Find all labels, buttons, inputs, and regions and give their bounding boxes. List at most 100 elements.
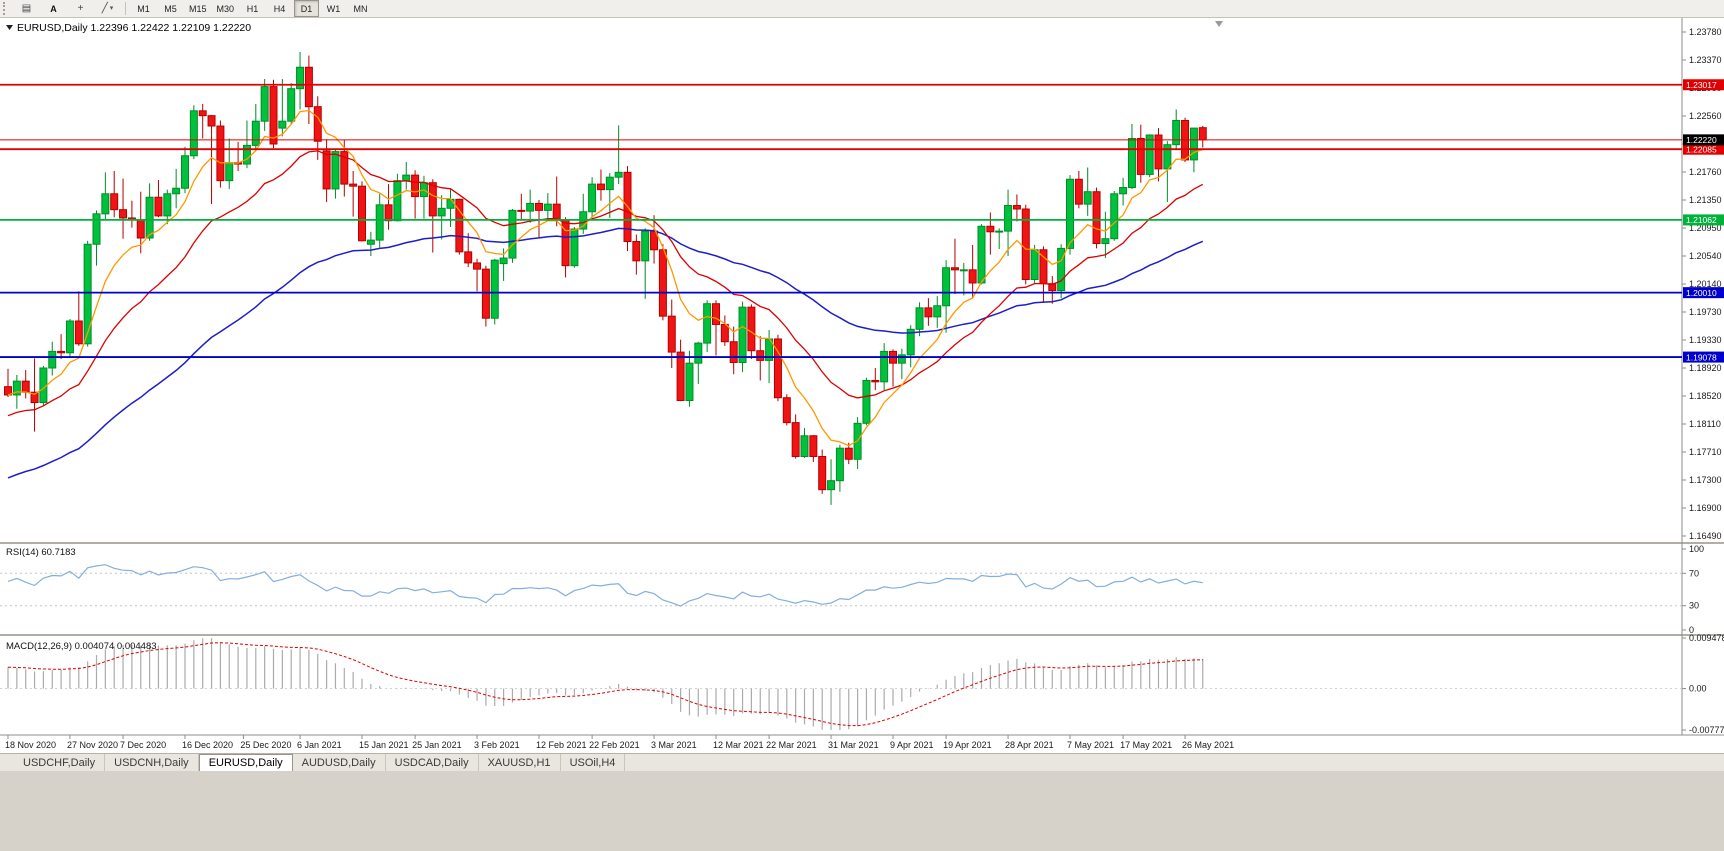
macd-panel: 0.009478 0.00 -0.00777 MACD(12,26,9) 0.0040… (0, 633, 1724, 735)
svg-text:1.16900: 1.16900 (1689, 503, 1722, 513)
svg-text:22 Feb 2021: 22 Feb 2021 (589, 740, 640, 750)
svg-text:1.22560: 1.22560 (1689, 111, 1722, 121)
crosshair-icon[interactable]: + (77, 2, 84, 14)
svg-text:12 Feb 2021: 12 Feb 2021 (536, 740, 587, 750)
svg-text:6 Jan 2021: 6 Jan 2021 (297, 740, 342, 750)
macd-label: MACD(12,26,9) 0.004074 0.004483 (6, 641, 157, 652)
level-price-badge (1683, 79, 1724, 91)
candles (4, 52, 1207, 505)
toolbar: ▤ A + ╱ ▾ M1 M5 M15 M30 H1 H4 D1 W1 MN (0, 0, 1724, 18)
svg-text:22 Mar 2021: 22 Mar 2021 (766, 740, 817, 750)
draw-tools-icon[interactable]: ╱ ▾ (101, 2, 114, 14)
svg-text:1.19330: 1.19330 (1689, 335, 1722, 345)
svg-text:25 Jan 2021: 25 Jan 2021 (412, 740, 462, 750)
svg-text:9 Apr 2021: 9 Apr 2021 (890, 740, 934, 750)
dropdown-caret-icon: ▾ (109, 4, 114, 12)
svg-text:30: 30 (1689, 601, 1699, 611)
level-price-badge (1683, 287, 1724, 299)
moving-averages (7, 109, 1204, 479)
chart-tab-usdchf[interactable]: USDCHF,Daily (14, 754, 106, 771)
timeframe-button-m15[interactable]: M15 (189, 3, 207, 14)
svg-text:1.21350: 1.21350 (1689, 195, 1722, 205)
svg-text:16 Dec 2020: 16 Dec 2020 (182, 740, 233, 750)
time-axis-labels: 18 Nov 2020 27 Nov 20207 Dec 2020 16 Dec 2… (5, 735, 1234, 750)
svg-text:1.20540: 1.20540 (1689, 251, 1722, 261)
svg-text:100: 100 (1689, 544, 1704, 554)
svg-text:1.18920: 1.18920 (1689, 363, 1722, 373)
status-area (0, 771, 1724, 850)
chart-tab-eurusd[interactable]: EURUSD,Daily (198, 754, 293, 771)
svg-text:18 Nov 2020: 18 Nov 2020 (5, 740, 56, 750)
svg-text:-0.00777: -0.00777 (1689, 725, 1724, 735)
timeframe-button-m30[interactable]: M30 (216, 3, 235, 14)
svg-text:3 Feb 2021: 3 Feb 2021 (474, 740, 520, 750)
chart-tab-usdcad[interactable]: USDCAD,Daily (386, 754, 479, 771)
timeframe-button-mn[interactable]: MN (353, 3, 368, 14)
svg-text:1.23017: 1.23017 (1686, 80, 1717, 90)
current-price-badge (1683, 134, 1724, 146)
svg-text:1.17710: 1.17710 (1689, 447, 1722, 457)
price-axis[interactable] (1682, 18, 1724, 735)
svg-text:1.22085: 1.22085 (1686, 144, 1717, 154)
svg-text:28 Apr 2021: 28 Apr 2021 (1005, 740, 1054, 750)
svg-text:25 Dec 2020: 25 Dec 2020 (240, 740, 291, 750)
chart-tab-usdcnh[interactable]: USDCNH,Daily (105, 754, 199, 771)
svg-text:1.20010: 1.20010 (1686, 288, 1717, 298)
text-label-button[interactable]: A (50, 3, 57, 14)
svg-text:1.16490: 1.16490 (1689, 531, 1722, 541)
timeframe-button-group: M1 M5 M15 M30 H1 H4 D1 W1 MN (130, 0, 374, 17)
svg-text:17 May 2021: 17 May 2021 (1120, 740, 1172, 750)
timeframe-button-m5[interactable]: M5 (164, 3, 177, 14)
svg-text:1.17300: 1.17300 (1689, 475, 1722, 485)
svg-text:0.009478: 0.009478 (1689, 633, 1724, 643)
rsi-label: RSI(14) 60.7183 (6, 547, 76, 558)
svg-text:0: 0 (1689, 625, 1694, 635)
chart-header: EURUSD,Daily 1.22396 1.22422 1.22109 1.2… (6, 22, 251, 34)
timeframe-button-d1[interactable]: D1 (294, 0, 320, 17)
ma-fast-line (7, 109, 1203, 447)
svg-text:1.21062: 1.21062 (1686, 215, 1717, 225)
price-levels[interactable]: 1.23017 1.22085 1.21062 1.20010 1.19078 1.222… (0, 79, 1724, 363)
svg-text:12 Mar 2021: 12 Mar 2021 (713, 740, 764, 750)
timeframe-button-h4[interactable]: H4 (273, 3, 286, 14)
symbol-marker-icon (6, 25, 13, 30)
svg-text:1.18520: 1.18520 (1689, 391, 1722, 401)
svg-text:1.19078: 1.19078 (1686, 352, 1717, 362)
chart-tabs-bar: USDCHF,Daily USDCNH,Daily EURUSD,Daily AUDU… (0, 753, 1724, 771)
chart-window: 1.237801.233701.229601.225601.221501.217… (0, 18, 1724, 753)
svg-text:3 Mar 2021: 3 Mar 2021 (651, 740, 697, 750)
ma-slow-line (7, 227, 1204, 479)
price-chart[interactable]: 1.237801.233701.229601.225601.221501.217… (0, 18, 1724, 753)
toolbar-grip[interactable] (3, 2, 9, 15)
chart-shift-marker-icon[interactable] (1215, 21, 1223, 27)
svg-text:26 May 2021: 26 May 2021 (1182, 740, 1234, 750)
timeframe-button-h1[interactable]: H1 (246, 3, 259, 14)
svg-text:7 Dec 2020: 7 Dec 2020 (120, 740, 166, 750)
toolbar-separator (125, 2, 126, 15)
timeframe-button-w1[interactable]: W1 (326, 3, 341, 14)
chart-tab-usoil[interactable]: USOil,H4 (561, 754, 626, 771)
chart-tab-audusd[interactable]: AUDUSD,Daily (293, 754, 386, 771)
rsi-panel: 100 70 30 0 RSI(14) 60.7183 (0, 544, 1704, 635)
chart-title: EURUSD,Daily 1.22396 1.22422 1.22109 1.2… (17, 22, 251, 34)
svg-text:27 Nov 2020: 27 Nov 2020 (67, 740, 118, 750)
svg-text:1.23780: 1.23780 (1689, 27, 1722, 37)
svg-text:0.00: 0.00 (1689, 684, 1707, 694)
svg-text:1.21760: 1.21760 (1689, 167, 1722, 177)
svg-text:15 Jan 2021: 15 Jan 2021 (359, 740, 409, 750)
panel-divider-rsi[interactable] (0, 542, 1724, 544)
svg-text:1.20140: 1.20140 (1689, 279, 1722, 289)
chart-tab-xauusd[interactable]: XAUUSD,H1 (479, 754, 561, 771)
level-price-badge (1683, 143, 1724, 155)
tick-chart-icon[interactable]: ▤ (21, 2, 32, 14)
rsi-line (7, 564, 1203, 607)
macd-signal-line (7, 642, 1203, 727)
svg-text:1.19730: 1.19730 (1689, 307, 1722, 317)
timeframe-button-m1[interactable]: M1 (137, 3, 150, 14)
svg-text:1.20950: 1.20950 (1689, 223, 1722, 233)
time-axis[interactable] (0, 735, 1682, 753)
svg-text:1.23370: 1.23370 (1689, 55, 1722, 65)
panel-divider-macd[interactable] (0, 634, 1724, 636)
svg-text:70: 70 (1689, 568, 1699, 578)
svg-text:7 May 2021: 7 May 2021 (1067, 740, 1114, 750)
